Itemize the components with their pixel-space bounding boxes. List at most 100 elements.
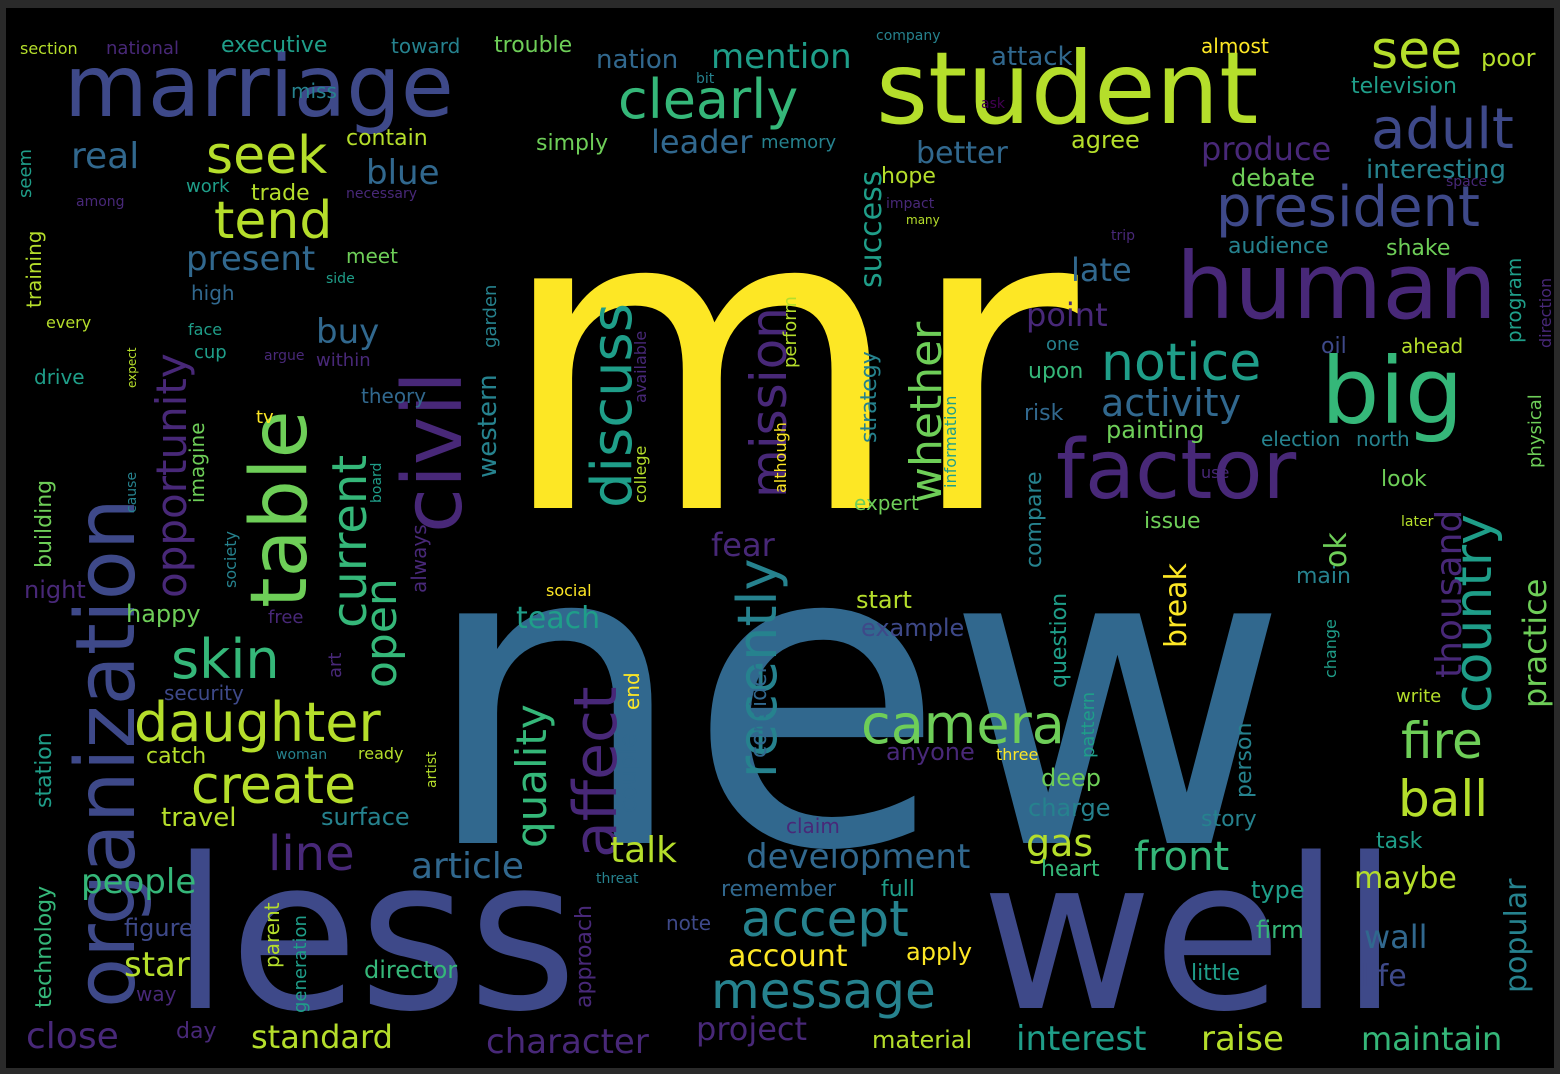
cloud-word-western: western: [473, 374, 503, 478]
cloud-word-remember: remember: [721, 877, 837, 902]
cloud-word-civil: civil: [386, 371, 481, 533]
cloud-word-perform: perform: [780, 296, 801, 368]
cloud-word-fear: fear: [711, 526, 776, 564]
cloud-word-standard: standard: [251, 1018, 393, 1056]
cloud-word-organization: organization: [59, 498, 154, 1008]
cloud-word-factor: factor: [1056, 423, 1297, 518]
cloud-word-big: big: [1321, 338, 1463, 445]
cloud-word-mission: mission: [740, 307, 798, 498]
cloud-word-contain: contain: [346, 126, 428, 151]
cloud-word-message: message: [711, 962, 936, 1020]
cloud-word-project: project: [696, 1010, 807, 1048]
cloud-word-board: board: [369, 463, 385, 503]
cloud-word-imagine: imagine: [185, 422, 209, 503]
cloud-word-interest: interest: [1016, 1019, 1146, 1059]
cloud-word-side: side: [326, 271, 355, 287]
cloud-word-expect: expect: [125, 347, 139, 388]
cloud-word-way: way: [136, 982, 177, 1006]
cloud-word-ahead: ahead: [1401, 334, 1463, 358]
cloud-word-college: college: [631, 446, 650, 503]
cloud-word-audience: audience: [1228, 234, 1329, 259]
cloud-word-quality: quality: [507, 704, 556, 848]
cloud-word-country: country: [1444, 514, 1504, 713]
cloud-word-see: see: [1371, 21, 1462, 81]
cloud-word-full: full: [881, 877, 915, 902]
cloud-word-risk: risk: [1024, 401, 1064, 426]
cloud-word-talk: talk: [610, 830, 677, 871]
cloud-word-recently: recently: [726, 558, 789, 778]
cloud-word-discuss: discuss: [580, 303, 645, 508]
cloud-word-drive: drive: [34, 365, 85, 389]
cloud-word-main: main: [1296, 564, 1351, 589]
cloud-word-question: question: [1047, 593, 1072, 688]
cloud-word-tv: tv: [256, 407, 274, 428]
cloud-word-present: present: [186, 239, 315, 279]
cloud-word-theory: theory: [361, 384, 426, 408]
cloud-word-write: write: [1396, 686, 1441, 707]
cloud-word-end: end: [620, 672, 644, 710]
cloud-word-account: account: [728, 939, 848, 974]
cloud-word-building: building: [32, 480, 57, 568]
cloud-word-surface: surface: [321, 803, 410, 831]
cloud-word-garden: garden: [480, 285, 501, 348]
cloud-word-ok: ok: [1319, 532, 1354, 568]
cloud-word-election: election: [1261, 427, 1340, 451]
cloud-word-practice: practice: [1516, 579, 1554, 708]
cloud-word-break: break: [1159, 562, 1194, 648]
cloud-word-high: high: [191, 281, 235, 305]
cloud-word-look: look: [1381, 467, 1427, 492]
cloud-word-upon: upon: [1028, 359, 1083, 384]
cloud-word-adult: adult: [1371, 97, 1514, 162]
cloud-word-table: table: [235, 410, 325, 608]
cloud-word-success: success: [854, 171, 889, 288]
cloud-word-compare: compare: [1022, 471, 1047, 568]
cloud-word-night: night: [24, 576, 86, 604]
cloud-word-direction: direction: [1536, 278, 1554, 348]
cloud-word-available: available: [631, 331, 650, 403]
cloud-word-cause: cause: [124, 472, 140, 513]
cloud-word-fire: fire: [1401, 712, 1483, 770]
cloud-word-happy: happy: [126, 600, 201, 628]
cloud-word-current: current: [322, 455, 378, 628]
cloud-word-character: character: [486, 1022, 649, 1062]
cloud-word-seek: seek: [206, 126, 327, 186]
cloud-word-station: station: [32, 732, 57, 808]
cloud-word-seem: seem: [15, 149, 36, 198]
cloud-word-development: development: [746, 837, 970, 877]
cloud-word-better: better: [916, 136, 1008, 171]
cloud-word-activity: activity: [1101, 381, 1241, 425]
cloud-word-less: less: [171, 813, 577, 1058]
cloud-word-story: story: [1201, 807, 1257, 832]
cloud-word-threat: threat: [596, 871, 639, 887]
cloud-word-every: every: [46, 313, 91, 332]
cloud-word-woman: woman: [276, 747, 327, 763]
cloud-word-information: information: [941, 396, 960, 488]
cloud-word-day: day: [176, 1019, 216, 1044]
cloud-word-training: training: [22, 231, 46, 308]
cloud-word-person: person: [1232, 723, 1257, 798]
cloud-word-new: new: [421, 454, 1289, 943]
cloud-word-impact: impact: [886, 196, 935, 212]
cloud-word-wall: wall: [1364, 918, 1428, 956]
cloud-word-thousand: thousand: [1429, 510, 1470, 678]
cloud-word-space: space: [1446, 174, 1487, 190]
cloud-word-people: people: [81, 862, 196, 902]
cloud-word-open: open: [356, 578, 407, 688]
cloud-word-simply: simply: [536, 131, 608, 156]
cloud-word-firm: firm: [1256, 916, 1304, 944]
cloud-word-whether: whether: [901, 321, 952, 503]
cloud-word-agree: agree: [1071, 126, 1140, 154]
cloud-word-well: well: [981, 813, 1399, 1058]
cloud-word-face: face: [188, 320, 222, 339]
cloud-word-popular: popular: [1499, 878, 1534, 993]
cloud-word-teach: teach: [516, 601, 600, 636]
cloud-word-director: director: [364, 956, 457, 984]
cloud-word-point: point: [1026, 296, 1108, 334]
cloud-word-accept: accept: [741, 890, 909, 948]
cloud-word-one: one: [1046, 334, 1080, 355]
cloud-word-clearly: clearly: [618, 68, 798, 131]
cloud-word-catch: catch: [146, 744, 206, 769]
cloud-word-many: many: [906, 213, 940, 227]
cloud-word-approach: approach: [572, 905, 597, 1008]
cloud-word-national: national: [106, 38, 179, 59]
